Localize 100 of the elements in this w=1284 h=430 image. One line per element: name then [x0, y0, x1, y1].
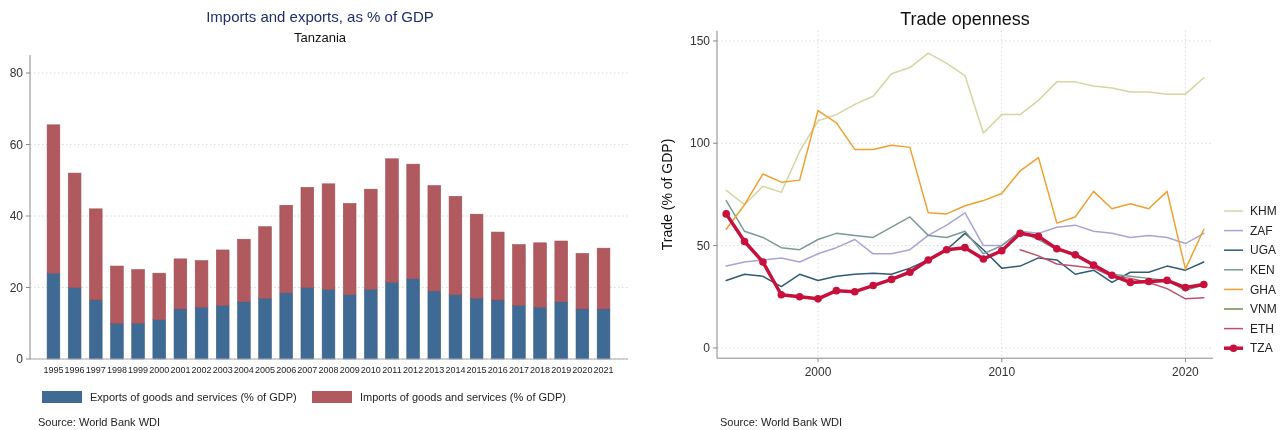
x-tick-label: 2000 — [804, 365, 832, 380]
x-tick-label: 2006 — [276, 365, 297, 375]
bar — [406, 278, 420, 360]
chart-title: Trade openness — [900, 9, 1030, 29]
bar — [321, 183, 336, 290]
legend-label: GHA — [1250, 282, 1277, 297]
bar — [448, 294, 463, 360]
x-tick-label: 2020 — [1172, 365, 1200, 380]
bar — [237, 301, 251, 360]
bar — [67, 172, 82, 288]
x-tick-label: 2010 — [988, 365, 1016, 380]
point — [1144, 277, 1153, 286]
point — [850, 287, 859, 296]
x-tick-label: 2002 — [191, 365, 212, 375]
point — [924, 256, 933, 264]
x-tick-label: 2010 — [360, 365, 381, 375]
point — [814, 295, 822, 303]
bar — [279, 204, 293, 294]
bar — [89, 208, 103, 301]
bar — [533, 242, 547, 308]
bar — [491, 299, 505, 360]
x-tick-label: 1997 — [85, 365, 106, 375]
line-series — [1019, 248, 1205, 300]
point — [1181, 283, 1190, 292]
bar — [575, 308, 590, 360]
point — [1200, 280, 1208, 289]
point — [979, 255, 988, 263]
bar — [258, 297, 272, 360]
x-tick-label: 2008 — [318, 365, 339, 375]
y-tick-label: 0 — [703, 341, 711, 356]
y-tick-label: 60 — [9, 137, 24, 152]
x-tick-label: 2016 — [487, 365, 508, 375]
bar — [469, 213, 484, 299]
line-series — [725, 109, 1205, 270]
x-tick-label: 2009 — [339, 365, 360, 375]
point — [1163, 276, 1171, 285]
legend-label: KEN — [1250, 263, 1275, 277]
bar — [194, 306, 209, 360]
bar — [152, 319, 166, 360]
point — [1034, 232, 1043, 241]
bar — [173, 258, 188, 310]
bar — [110, 265, 124, 324]
point — [1089, 261, 1098, 269]
line-series — [725, 232, 1205, 288]
bar — [131, 322, 145, 360]
bar — [512, 244, 526, 306]
point — [722, 210, 730, 218]
x-tick-label: 2013 — [424, 365, 445, 375]
legend-label: Exports of goods and services (% of GDP) — [90, 390, 297, 403]
bar — [173, 308, 188, 360]
x-tick-label: 2021 — [593, 365, 614, 375]
point — [1016, 229, 1024, 238]
bar — [554, 301, 568, 360]
x-tick-label: 2000 — [149, 365, 170, 375]
x-tick-label: 1996 — [64, 365, 85, 375]
point — [740, 237, 749, 246]
point — [1071, 251, 1080, 259]
bar — [300, 187, 314, 288]
y-tick-label: 50 — [696, 238, 711, 253]
legend-label: ZAF — [1250, 223, 1273, 238]
legend-label: KHM — [1250, 204, 1277, 219]
bar — [343, 294, 357, 360]
point — [832, 286, 841, 295]
bar — [343, 203, 357, 295]
source-note: Source: World Bank WDI — [38, 416, 161, 428]
x-tick-label: 2017 — [508, 365, 529, 375]
y-tick-label: 80 — [9, 66, 24, 81]
bar — [385, 281, 399, 360]
x-tick-label: 1998 — [106, 365, 127, 375]
bar — [46, 124, 61, 274]
bar — [575, 253, 590, 310]
bar — [237, 238, 251, 303]
legend-label: ETH — [1250, 321, 1274, 336]
point — [795, 292, 804, 301]
legend-label: VNM — [1250, 302, 1277, 317]
y-axis-title: Trade (% of GDP) — [659, 138, 675, 251]
chart-subtitle: Tanzania — [293, 30, 347, 45]
line-series — [725, 52, 1205, 206]
bar — [110, 322, 124, 360]
point — [1053, 244, 1061, 253]
bar — [46, 272, 61, 360]
x-tick-label: 2019 — [551, 365, 572, 375]
legend-label: TZA — [1250, 341, 1273, 356]
x-tick-label: 2001 — [170, 365, 191, 375]
bar — [279, 292, 293, 360]
bar — [385, 158, 399, 283]
bar — [427, 185, 441, 292]
x-tick-label: 1995 — [43, 365, 64, 375]
point — [1108, 271, 1116, 280]
bar — [300, 287, 314, 360]
bar — [131, 269, 145, 324]
point — [869, 281, 877, 290]
bar — [216, 249, 230, 306]
bar — [89, 299, 103, 360]
bar — [364, 288, 378, 360]
y-tick-label: 150 — [689, 34, 711, 49]
y-tick-label: 20 — [9, 280, 24, 295]
y-tick-label: 100 — [689, 136, 711, 151]
x-tick-label: 2007 — [297, 365, 318, 375]
bar — [194, 260, 209, 308]
